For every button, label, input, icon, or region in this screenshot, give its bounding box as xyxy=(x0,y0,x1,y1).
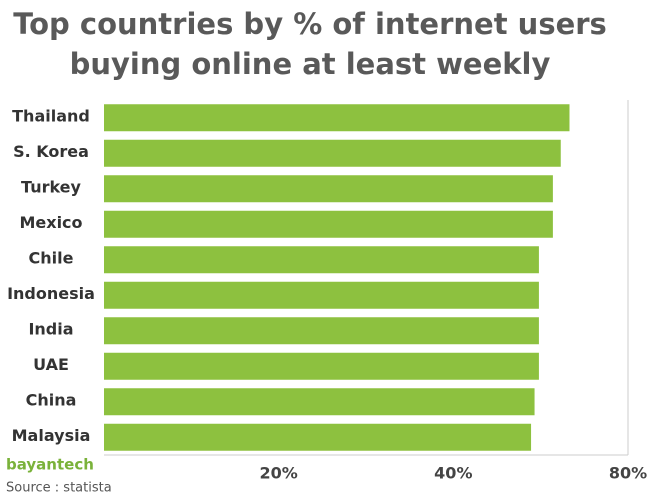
bar xyxy=(104,210,553,238)
bar xyxy=(104,423,532,451)
bar xyxy=(104,317,539,345)
y-tick-label: S. Korea xyxy=(13,142,89,161)
y-tick-label: UAE xyxy=(33,355,69,374)
y-tick-label: Chile xyxy=(29,248,74,267)
chart-title: buying online at least weekly xyxy=(70,47,551,81)
bar xyxy=(104,388,535,416)
bar xyxy=(104,281,539,309)
chart-title: Top countries by % of internet users xyxy=(13,7,607,41)
y-tick-label: Indonesia xyxy=(7,284,95,303)
bar xyxy=(104,175,553,203)
y-tick-label: India xyxy=(28,319,73,338)
brand-logo: bayantech xyxy=(6,456,94,474)
y-tick-label: Thailand xyxy=(12,106,90,125)
y-tick-label: China xyxy=(26,390,77,409)
bar xyxy=(104,104,570,132)
x-tick-label: 20% xyxy=(260,464,298,483)
bar xyxy=(104,246,539,274)
y-tick-label: Malaysia xyxy=(12,426,91,445)
bar xyxy=(104,352,539,380)
source-note: Source : statista xyxy=(6,481,112,496)
x-tick-label: 40% xyxy=(434,464,472,483)
y-tick-label: Mexico xyxy=(19,213,82,232)
bar xyxy=(104,139,561,167)
x-tick-label: 80% xyxy=(609,464,647,483)
y-tick-label: Turkey xyxy=(21,177,82,196)
